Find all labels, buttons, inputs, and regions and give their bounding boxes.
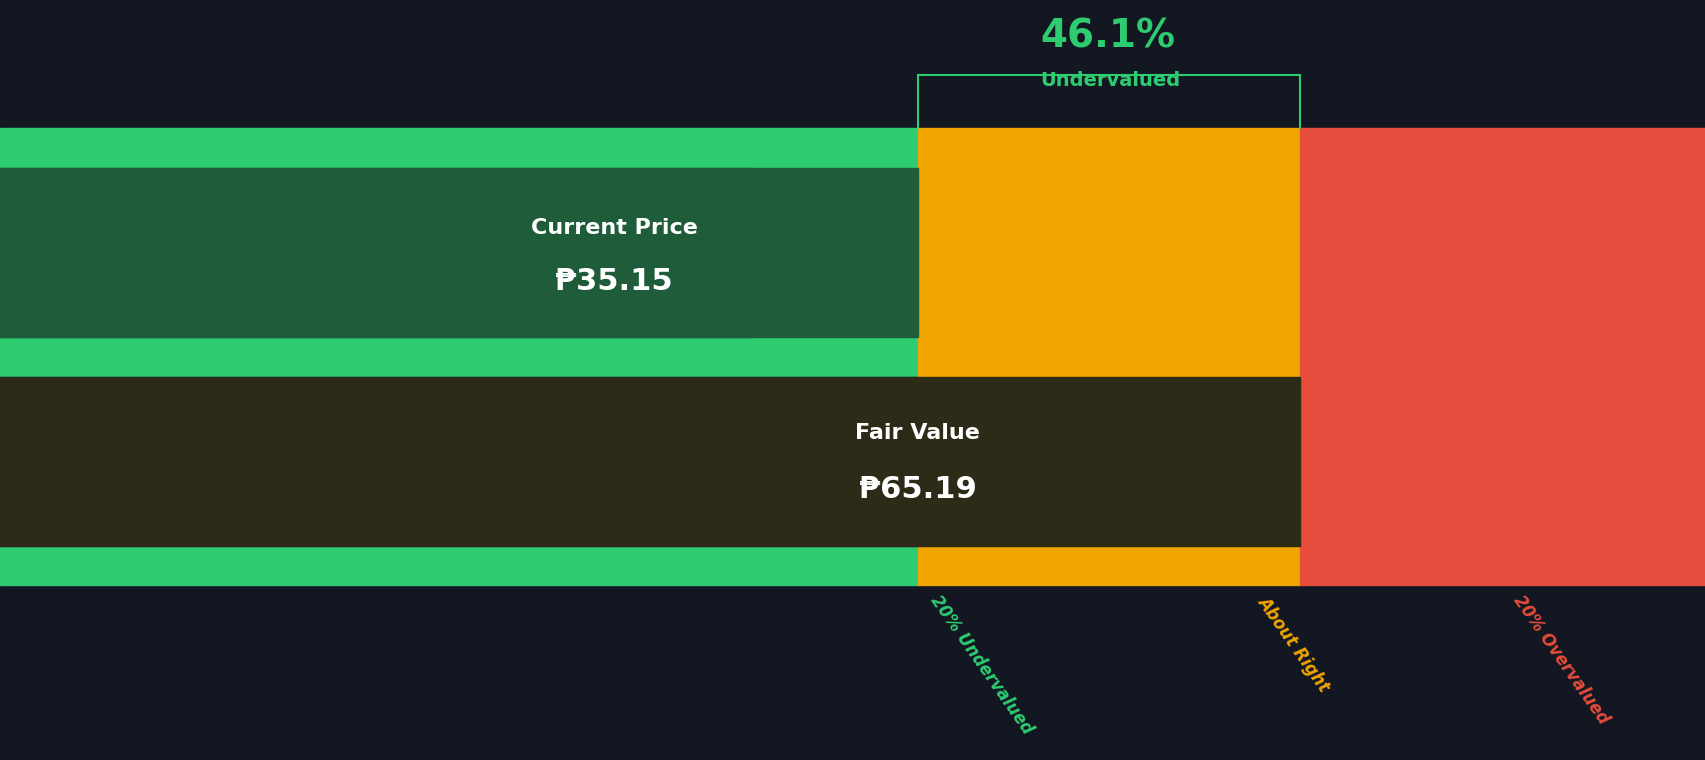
Text: 20% Undervalued: 20% Undervalued [926,593,1035,738]
Bar [0,128,917,585]
Bar [1299,128,1705,585]
Text: About Right: About Right [1253,593,1332,695]
Text: ₱65.19: ₱65.19 [858,475,977,505]
Text: Fair Value: Fair Value [854,423,980,443]
Text: Current Price: Current Price [530,217,697,238]
Bar [0,376,917,546]
Text: 20% Overvalued: 20% Overvalued [1509,593,1611,728]
Bar [0,376,1299,546]
Text: ₱35.15: ₱35.15 [556,267,672,296]
Bar [917,128,1299,585]
Text: 46.1%: 46.1% [1040,17,1175,55]
Bar [0,168,917,337]
Bar [0,168,750,337]
Text: Undervalued: Undervalued [1040,71,1180,90]
